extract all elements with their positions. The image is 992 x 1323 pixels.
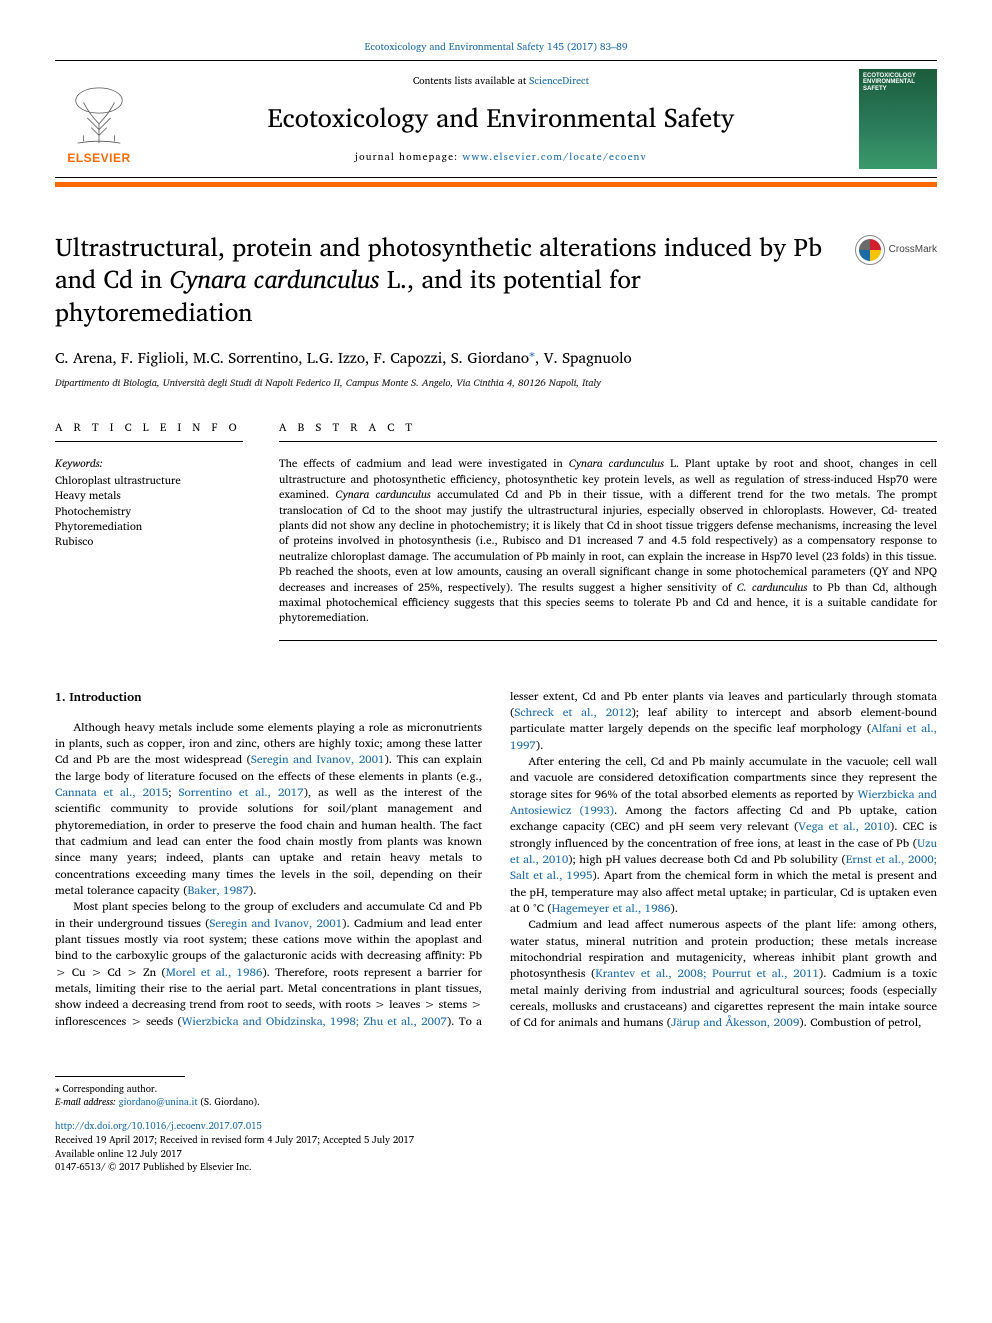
- body-paragraph: Cadmium and lead affect numerous aspects…: [510, 917, 937, 1031]
- citation-link[interactable]: Morel et al., 1986: [166, 963, 263, 982]
- citation-link[interactable]: Sorrentino et al., 2017: [178, 783, 303, 802]
- footer-rule: [55, 1076, 185, 1077]
- crossmark-icon: [855, 235, 885, 265]
- crossmark-badge[interactable]: CrossMark: [855, 235, 937, 265]
- elsevier-tree-icon: [60, 85, 138, 147]
- email-line: E-mail address: giordano@unina.it (S. Gi…: [55, 1096, 937, 1110]
- corr-author-note: ⁎ Corresponding author.: [55, 1083, 937, 1097]
- article-info-label: A R T I C L E I N F O: [55, 420, 243, 442]
- abstract-text: The effects of cadmium and lead were inv…: [279, 456, 937, 625]
- journal-cover-thumb: ECOTOXICOLOGY ENVIRONMENTAL SAFETY: [859, 69, 937, 169]
- body-paragraph: After entering the cell, Cd and Pb mainl…: [510, 754, 937, 917]
- journal-reference: Ecotoxicology and Environmental Safety 1…: [55, 40, 937, 54]
- citation-link[interactable]: Cannata et al., 2015: [55, 783, 168, 802]
- contents-available: Contents lists available at ScienceDirec…: [155, 74, 847, 88]
- citation-link[interactable]: Vega et al., 2010: [798, 817, 890, 836]
- elsevier-logo: ELSEVIER: [55, 71, 143, 167]
- citation-link[interactable]: Krantev et al., 2008; Pourrut et al., 20…: [595, 964, 819, 983]
- journal-header: ELSEVIER Contents lists available at Sci…: [55, 60, 937, 178]
- crossmark-label: CrossMark: [889, 243, 937, 257]
- keyword-item: Rubisco: [55, 534, 243, 549]
- doi-line: http://dx.doi.org/10.1016/j.ecoenv.2017.…: [55, 1120, 937, 1134]
- citation-link[interactable]: Seregin and Ivanov, 2001: [251, 750, 385, 769]
- keywords-heading: Keywords:: [55, 456, 243, 471]
- author-line: C. Arena, F. Figlioli, M.C. Sorrentino, …: [55, 346, 937, 368]
- citation-link[interactable]: Wierzbicka and Obidzinska, 1998; Zhu et …: [182, 1012, 447, 1031]
- citation-link[interactable]: Schreck et al., 2012: [514, 703, 631, 722]
- email-link[interactable]: giordano@unina.it: [119, 1095, 198, 1110]
- citation-link[interactable]: Ernst et al., 2000; Salt et al., 1995: [510, 850, 937, 885]
- body-paragraph: Although heavy metals include some eleme…: [55, 720, 482, 900]
- homepage-link[interactable]: www.elsevier.com/locate/ecoenv: [462, 149, 647, 165]
- cover-title: ECOTOXICOLOGY ENVIRONMENTAL SAFETY: [863, 73, 933, 92]
- abstract-rule: [279, 640, 937, 641]
- article-body: 1. Introduction Although heavy metals in…: [55, 689, 937, 1032]
- orange-rule: [55, 182, 937, 187]
- citation-link[interactable]: Alfani et al., 1997: [510, 719, 937, 754]
- received-line: Received 19 April 2017; Received in revi…: [55, 1134, 937, 1148]
- abstract-label: A B S T R A C T: [279, 420, 937, 442]
- footer: ⁎ Corresponding author. E-mail address: …: [55, 1083, 937, 1176]
- sciencedirect-link[interactable]: ScienceDirect: [529, 73, 589, 89]
- available-line: Available online 12 July 2017: [55, 1148, 937, 1162]
- doi-link[interactable]: http://dx.doi.org/10.1016/j.ecoenv.2017.…: [55, 1119, 262, 1134]
- citation-link[interactable]: Järup and Åkesson, 2009: [671, 1013, 799, 1032]
- article-title: Ultrastructural, protein and photosynthe…: [55, 231, 835, 329]
- journal-name: Ecotoxicology and Environmental Safety: [155, 100, 847, 136]
- citation-link[interactable]: Wierzbicka and Antosiewicz (1993): [510, 785, 937, 820]
- citation-link[interactable]: Seregin and Ivanov, 2001: [209, 914, 342, 933]
- affiliation: Dipartimento di Biologia, Università deg…: [55, 376, 937, 390]
- journal-homepage: journal homepage: www.elsevier.com/locat…: [155, 150, 847, 164]
- intro-heading: 1. Introduction: [55, 689, 482, 706]
- journal-ref-link[interactable]: Ecotoxicology and Environmental Safety 1…: [365, 39, 628, 55]
- copyright-line: 0147-6513/ © 2017 Published by Elsevier …: [55, 1161, 937, 1175]
- elsevier-wordmark: ELSEVIER: [67, 150, 130, 167]
